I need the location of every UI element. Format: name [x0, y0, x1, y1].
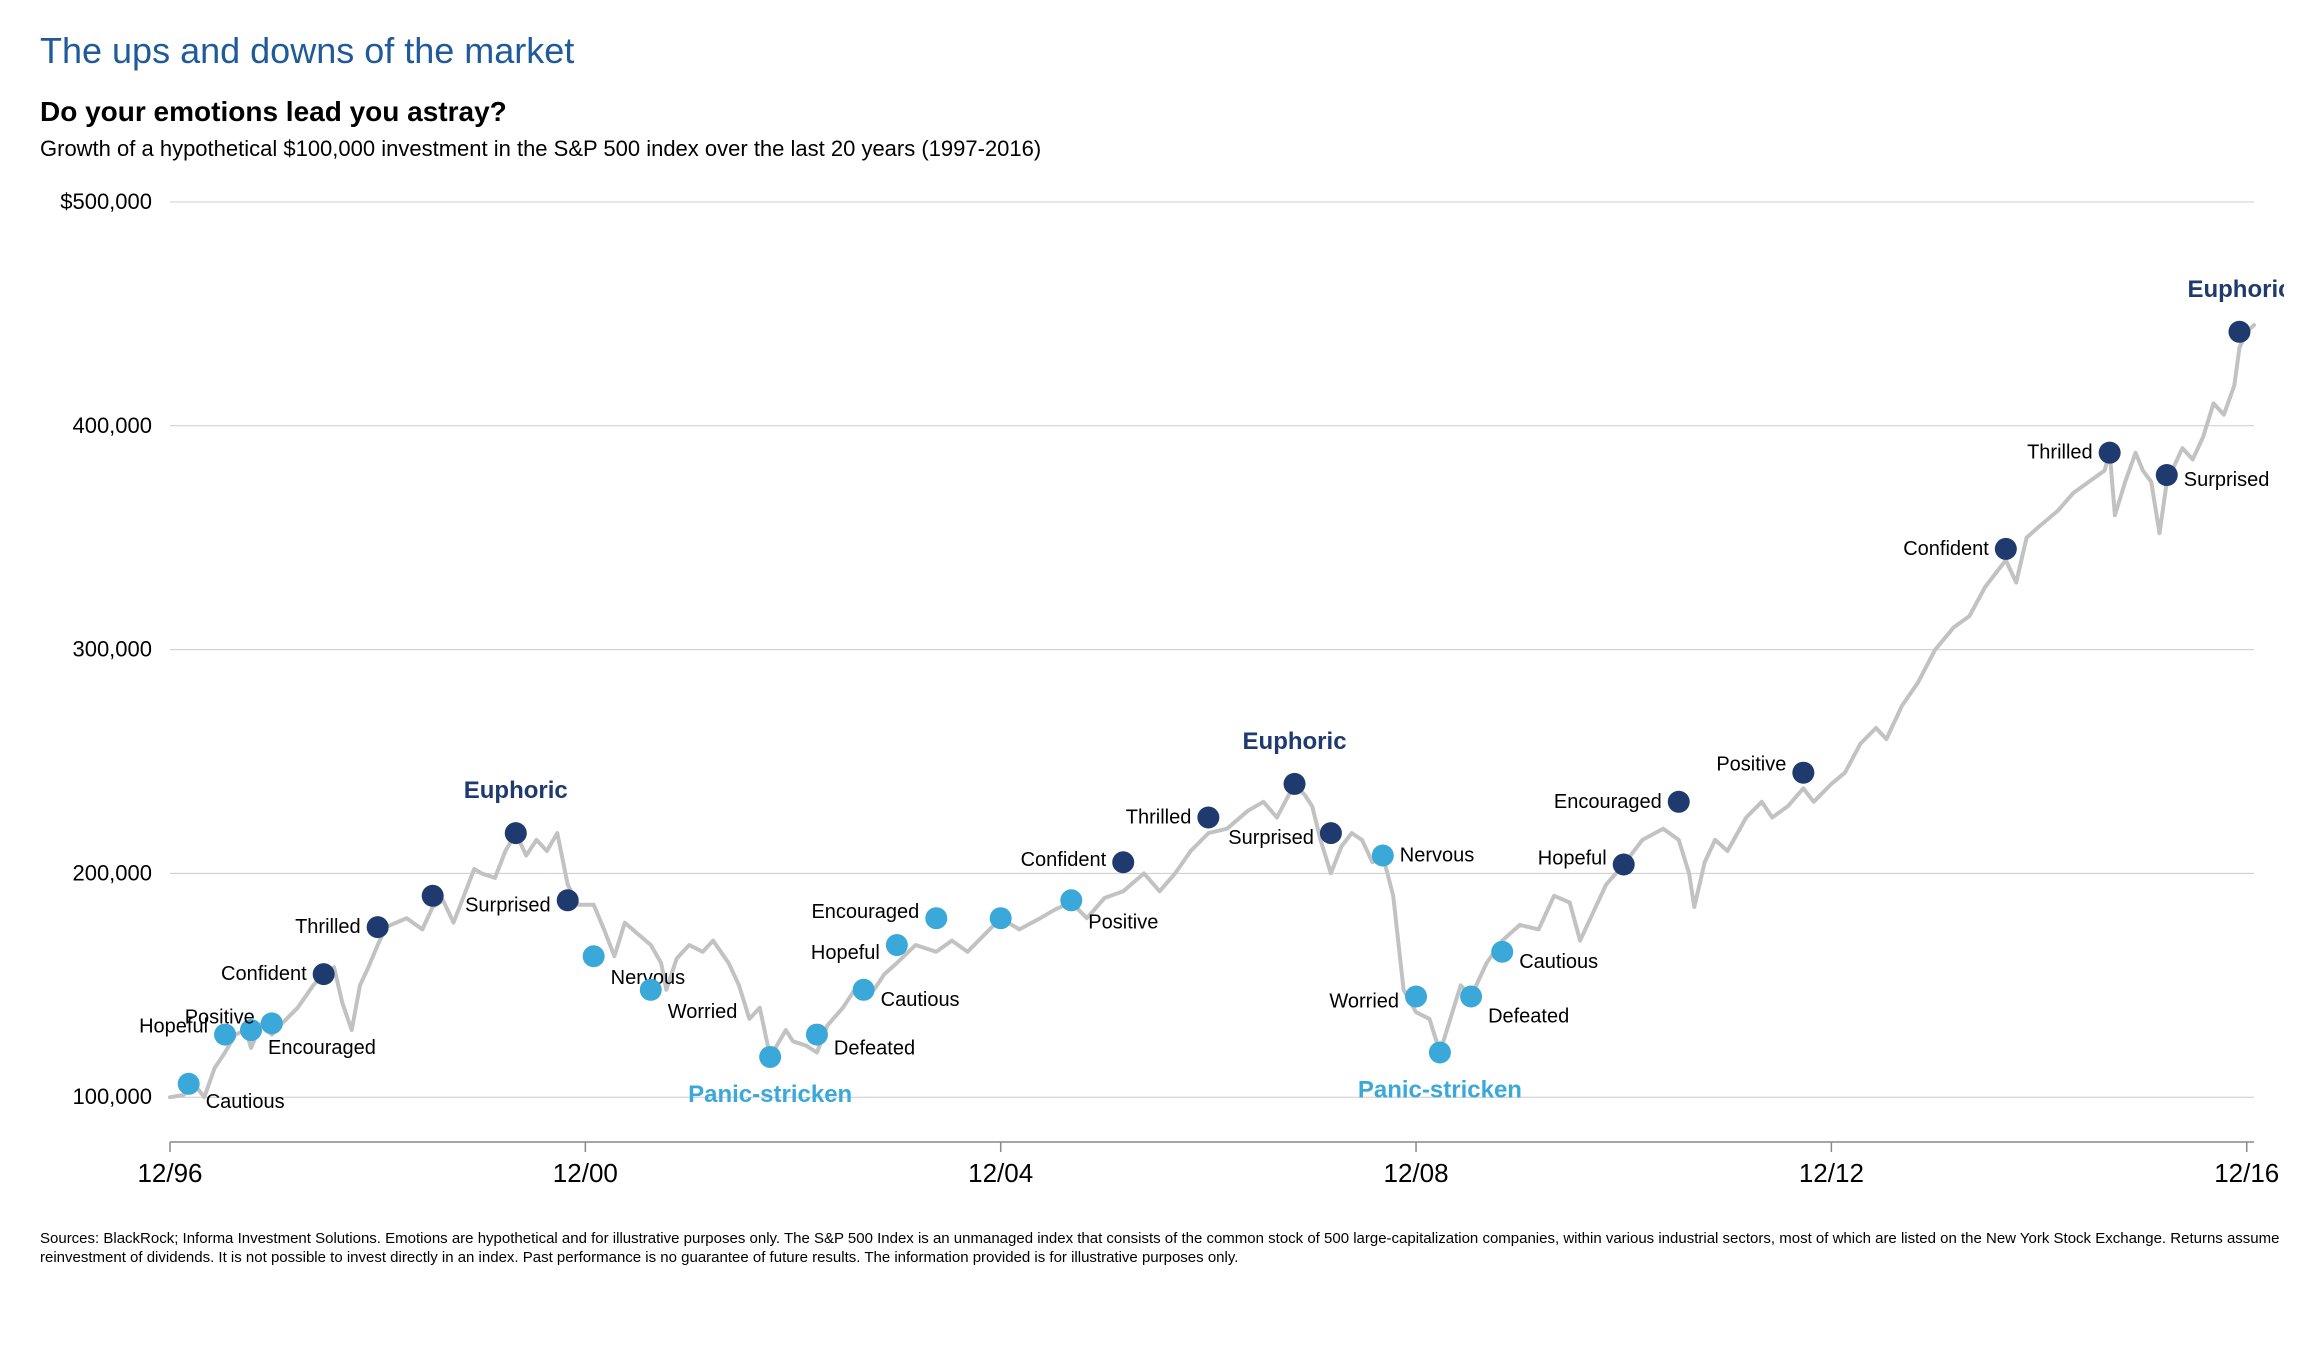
- emotion-marker: [505, 822, 527, 844]
- emotion-label: Encouraged: [811, 901, 919, 923]
- emotion-label: Hopeful: [1538, 847, 1607, 869]
- emotion-label: Thrilled: [1126, 806, 1192, 828]
- y-tick-label: $500,000: [60, 189, 152, 214]
- emotion-marker: [640, 979, 662, 1001]
- emotion-marker: [886, 934, 908, 956]
- emotion-marker: [2156, 464, 2178, 486]
- emotion-label: Worried: [1329, 991, 1399, 1013]
- emotion-marker: [1060, 889, 1082, 911]
- emotion-marker: [583, 945, 605, 967]
- emotion-label: Defeated: [1488, 1006, 1569, 1028]
- emotion-label: Confident: [221, 963, 307, 985]
- page-title: The ups and downs of the market: [40, 30, 2284, 72]
- emotion-label: Encouraged: [268, 1037, 376, 1059]
- emotion-marker: [1284, 773, 1306, 795]
- y-tick-label: 200,000: [72, 860, 152, 885]
- emotion-label: Encouraged: [1554, 791, 1662, 813]
- emotion-label: Cautious: [206, 1091, 285, 1113]
- emotion-marker: [1792, 762, 1814, 784]
- price-line: [170, 325, 2254, 1097]
- emotion-marker: [990, 907, 1012, 929]
- x-tick-label: 12/16: [2214, 1158, 2279, 1188]
- emotion-marker: [925, 907, 947, 929]
- emotion-label: Surprised: [1228, 827, 1314, 849]
- footnote: Sources: BlackRock; Informa Investment S…: [40, 1230, 2284, 1268]
- emotion-marker: [2099, 442, 2121, 464]
- emotion-label: Hopeful: [811, 942, 880, 964]
- emotion-marker: [2228, 321, 2250, 343]
- emotion-label: Thrilled: [295, 916, 361, 938]
- emotion-label: Surprised: [465, 894, 551, 916]
- page-description: Growth of a hypothetical $100,000 invest…: [40, 136, 2284, 162]
- y-tick-label: 400,000: [72, 413, 152, 438]
- emotion-marker: [1491, 941, 1513, 963]
- emotion-marker: [1429, 1041, 1451, 1063]
- emotion-marker: [367, 916, 389, 938]
- emotion-label: Panic-stricken: [688, 1081, 852, 1108]
- emotion-marker: [1405, 986, 1427, 1008]
- emotion-label: Euphoric: [1243, 728, 1347, 755]
- x-tick-label: 12/12: [1799, 1158, 1864, 1188]
- chart-container: $500,000 400,000 300,000 200,000 100,000 12/9…: [40, 182, 2284, 1222]
- emotion-label: Panic-stricken: [1358, 1076, 1522, 1103]
- emotion-label: Positive: [1088, 911, 1158, 933]
- x-tick-label: 12/96: [137, 1158, 202, 1188]
- emotion-label: Cautious: [881, 989, 960, 1011]
- emotion-label: Confident: [1021, 849, 1107, 871]
- emotion-marker: [1320, 822, 1342, 844]
- emotion-label: Positive: [1716, 754, 1786, 776]
- emotion-marker: [1112, 851, 1134, 873]
- emotion-marker: [261, 1012, 283, 1034]
- emotion-marker: [1613, 853, 1635, 875]
- emotion-label: Confident: [1903, 538, 1989, 560]
- emotion-marker: [853, 979, 875, 1001]
- emotion-label: Euphoric: [2187, 276, 2284, 303]
- emotion-label: Euphoric: [464, 777, 568, 804]
- emotion-marker: [422, 885, 444, 907]
- y-tick-label: 100,000: [72, 1084, 152, 1109]
- emotion-marker: [806, 1024, 828, 1046]
- emotion-label: Cautious: [1519, 951, 1598, 973]
- emotion-label: Surprised: [2184, 469, 2270, 491]
- emotion-marker: [313, 963, 335, 985]
- emotion-label: Nervous: [1400, 845, 1474, 867]
- x-tick-label: 12/08: [1383, 1158, 1448, 1188]
- emotion-marker: [1197, 806, 1219, 828]
- x-tick-label: 12/04: [968, 1158, 1033, 1188]
- emotion-marker: [759, 1046, 781, 1068]
- market-emotions-chart: $500,000 400,000 300,000 200,000 100,000 12/9…: [40, 182, 2284, 1222]
- emotion-label: Defeated: [834, 1038, 915, 1060]
- emotion-label: Positive: [185, 1006, 255, 1028]
- page-subtitle: Do your emotions lead you astray?: [40, 96, 2284, 128]
- emotion-marker: [1995, 538, 2017, 560]
- emotion-marker: [557, 889, 579, 911]
- y-tick-label: 300,000: [72, 637, 152, 662]
- emotion-label: Worried: [668, 1001, 738, 1023]
- emotion-marker: [1460, 986, 1482, 1008]
- emotion-marker: [178, 1073, 200, 1095]
- emotion-marker: [1668, 791, 1690, 813]
- emotion-marker: [1372, 845, 1394, 867]
- x-tick-label: 12/00: [553, 1158, 618, 1188]
- emotion-label: Thrilled: [2027, 442, 2093, 464]
